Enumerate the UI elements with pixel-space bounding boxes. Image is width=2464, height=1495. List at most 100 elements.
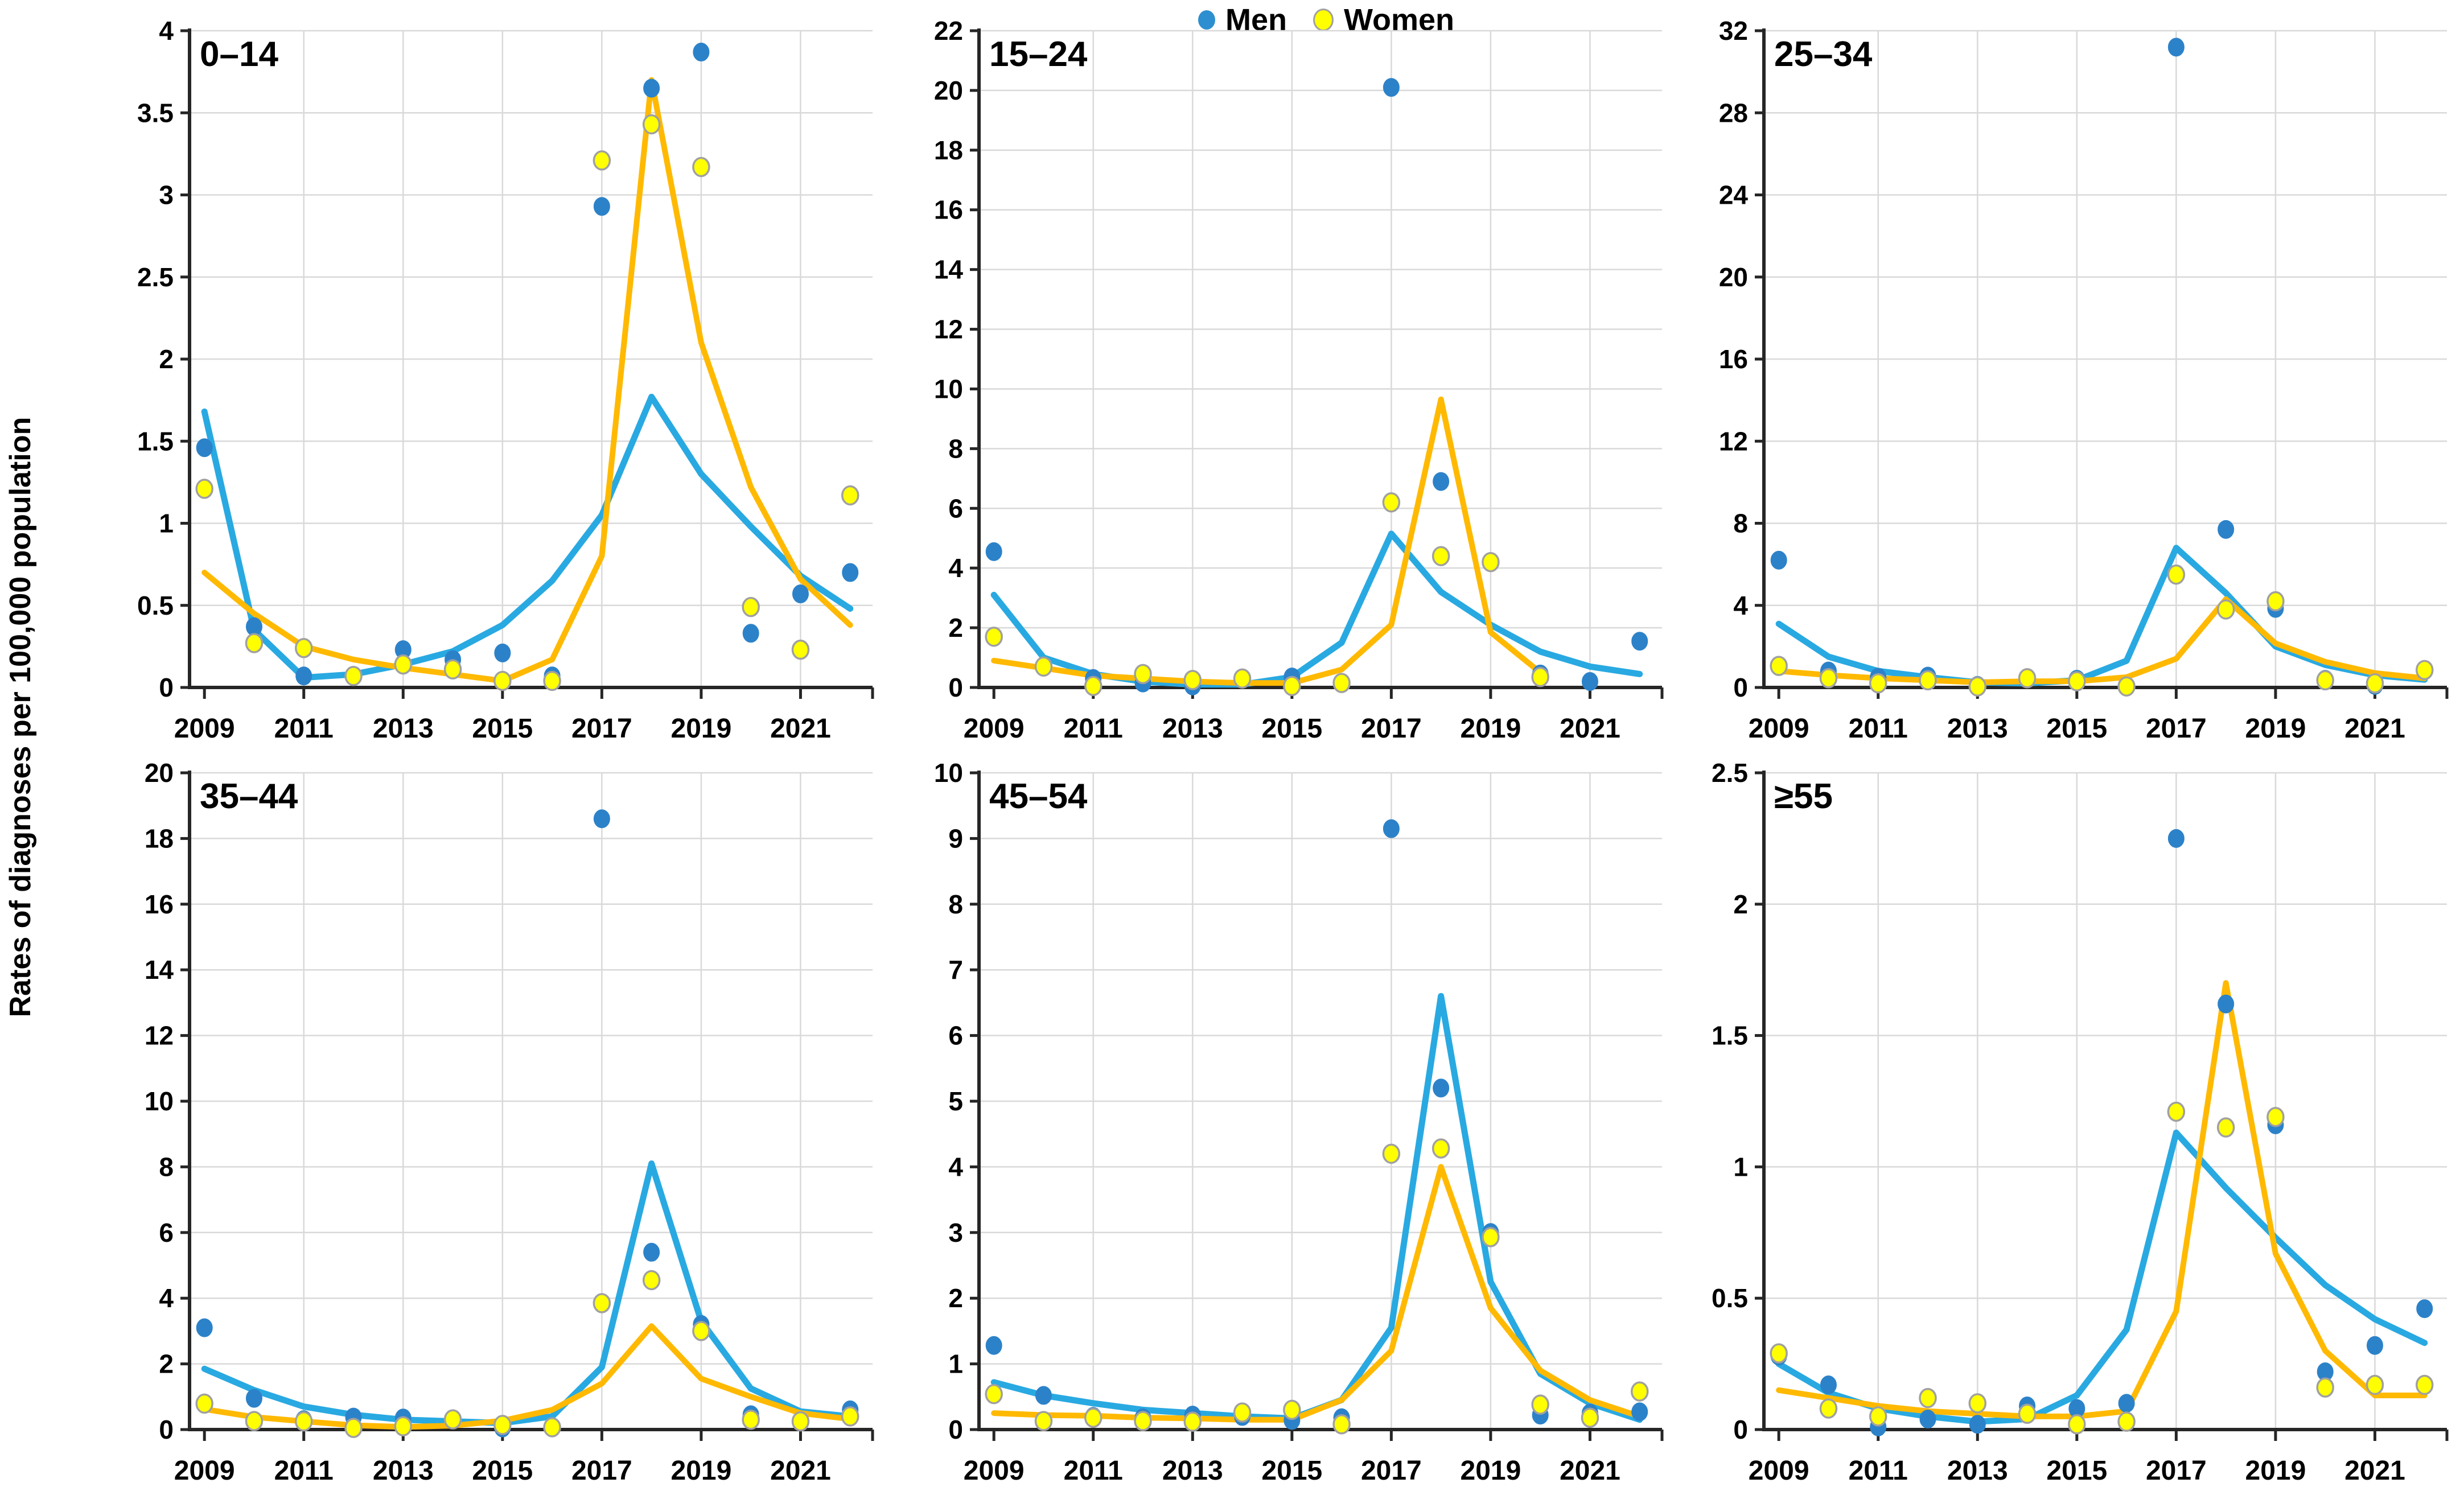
y-tick-label: 2 xyxy=(159,344,174,374)
women-point xyxy=(493,670,512,691)
x-tick-label: 2013 xyxy=(1947,714,2008,744)
women-point xyxy=(1332,1414,1351,1435)
y-tick-label: 4 xyxy=(948,1152,963,1181)
x-tick-label: 2013 xyxy=(373,1456,434,1486)
y-tick-label: 8 xyxy=(1733,509,1748,538)
women-point xyxy=(1134,664,1152,685)
women-point xyxy=(1431,1138,1450,1159)
y-tick-label: 0 xyxy=(1733,1415,1748,1444)
y-tick-label: 16 xyxy=(145,889,174,919)
chart-panel-≥55: 0 0.5 1 1.5 2 2.5 2009 2011 2013 2015 2017 2019 2021… xyxy=(1642,758,2463,1494)
x-tick-label: 2011 xyxy=(1064,1456,1123,1486)
y-tick-label: 2 xyxy=(948,613,963,643)
men-point xyxy=(2218,994,2235,1014)
women-point xyxy=(2167,564,2186,585)
men-point xyxy=(2167,38,2185,57)
x-tick-label: 2015 xyxy=(2046,714,2107,744)
women-point xyxy=(841,485,859,506)
women-point xyxy=(692,156,710,178)
y-tick-label: 1.5 xyxy=(137,426,174,456)
y-tick-label: 4 xyxy=(1733,591,1748,620)
women-point xyxy=(2415,1374,2434,1395)
y-tick-label: 12 xyxy=(145,1021,174,1051)
x-tick-label: 2017 xyxy=(1361,1456,1422,1486)
men-point xyxy=(1969,1415,1986,1434)
women-point xyxy=(841,1406,859,1427)
y-tick-label: 6 xyxy=(159,1218,174,1247)
men-point xyxy=(643,1242,660,1262)
women-fitted-line xyxy=(991,1164,1643,1423)
chart-panel-45–54: 0 1 2 3 4 5 6 7 8 9 10 2009 2011 2013 2015 2017 2019 2021… xyxy=(857,758,1678,1494)
women-point xyxy=(642,1270,661,1291)
women-point xyxy=(1233,1402,1252,1423)
men-point xyxy=(1581,672,1598,691)
women-point xyxy=(2366,1374,2384,1395)
y-tick-label: 2.5 xyxy=(137,262,174,292)
men-fitted-line xyxy=(201,1160,854,1426)
men-point xyxy=(1631,632,1648,651)
men-fitted-line xyxy=(201,393,854,681)
x-tick-label: 2019 xyxy=(2245,714,2306,744)
women-point xyxy=(344,1418,363,1438)
women-point xyxy=(245,633,264,653)
x-tick-label: 2009 xyxy=(174,714,235,744)
x-tick-label: 2009 xyxy=(174,1456,235,1486)
y-tick-label: 10 xyxy=(934,374,963,403)
y-tick-label: 16 xyxy=(1719,344,1748,374)
y-tick-label: 4 xyxy=(948,553,963,583)
x-tick-label: 2015 xyxy=(472,1456,533,1486)
chart-svg-≥55: 0 0.5 1 1.5 2 2.5 2009 2011 2013 2015 2017 2019 2021… xyxy=(1712,758,2449,1486)
y-tick-label: 2 xyxy=(1733,889,1748,919)
women-point xyxy=(1581,1407,1599,1428)
x-tick-label: 2009 xyxy=(1749,1456,1809,1486)
women-point xyxy=(1431,546,1450,566)
y-tick-label: 2.5 xyxy=(1712,763,1748,788)
women-point xyxy=(2366,673,2384,694)
chart-svg-25–34: 0 4 8 12 16 20 24 28 32 2009 2011 2013 2015 2017 2019 2… xyxy=(1719,16,2449,744)
men-point xyxy=(2118,1394,2135,1413)
men-point xyxy=(1770,550,1787,570)
women-point xyxy=(593,1293,611,1313)
x-tick-label: 2015 xyxy=(1261,1456,1322,1486)
x-tick-label: 2017 xyxy=(2146,1456,2207,1486)
women-point xyxy=(791,1411,810,1432)
men-point xyxy=(985,1336,1002,1355)
y-tick-label: 8 xyxy=(948,889,963,919)
women-point xyxy=(791,639,810,660)
women-point xyxy=(985,627,1003,647)
women-point xyxy=(1968,676,1987,697)
women-point xyxy=(2018,668,2037,689)
women-point xyxy=(1134,1411,1152,1431)
x-tick-label: 2019 xyxy=(2245,1456,2306,1486)
men-point xyxy=(295,666,312,686)
women-point xyxy=(1382,492,1401,513)
women-point xyxy=(2316,1377,2334,1398)
men-point xyxy=(643,79,660,98)
women-point xyxy=(1183,1411,1202,1432)
women-point xyxy=(1919,1387,1937,1408)
men-point xyxy=(1433,472,1450,491)
men-point xyxy=(494,643,511,662)
x-tick-label: 2021 xyxy=(2344,1456,2405,1486)
x-tick-label: 2013 xyxy=(373,714,434,744)
women-point xyxy=(443,1409,462,1430)
women-point xyxy=(2018,1403,2037,1424)
women-point xyxy=(593,150,611,171)
x-tick-label: 2021 xyxy=(770,1456,831,1486)
women-point xyxy=(1770,656,1788,676)
y-tick-label: 20 xyxy=(1719,262,1748,292)
x-tick-label: 2015 xyxy=(1261,714,1322,744)
women-point xyxy=(1482,1227,1500,1247)
y-tick-label: 5 xyxy=(948,1086,963,1116)
women-point xyxy=(2266,1106,2285,1127)
y-tick-label: 4 xyxy=(159,20,174,46)
men-point xyxy=(196,438,213,458)
y-tick-label: 18 xyxy=(934,135,963,165)
x-tick-label: 2021 xyxy=(770,714,831,744)
women-point xyxy=(985,1383,1003,1405)
women-point xyxy=(1332,673,1351,693)
women-point xyxy=(1819,1398,1838,1419)
y-tick-label: 4 xyxy=(159,1283,174,1313)
y-tick-label: 1 xyxy=(948,1349,963,1379)
y-tick-label: 0.5 xyxy=(137,591,174,620)
